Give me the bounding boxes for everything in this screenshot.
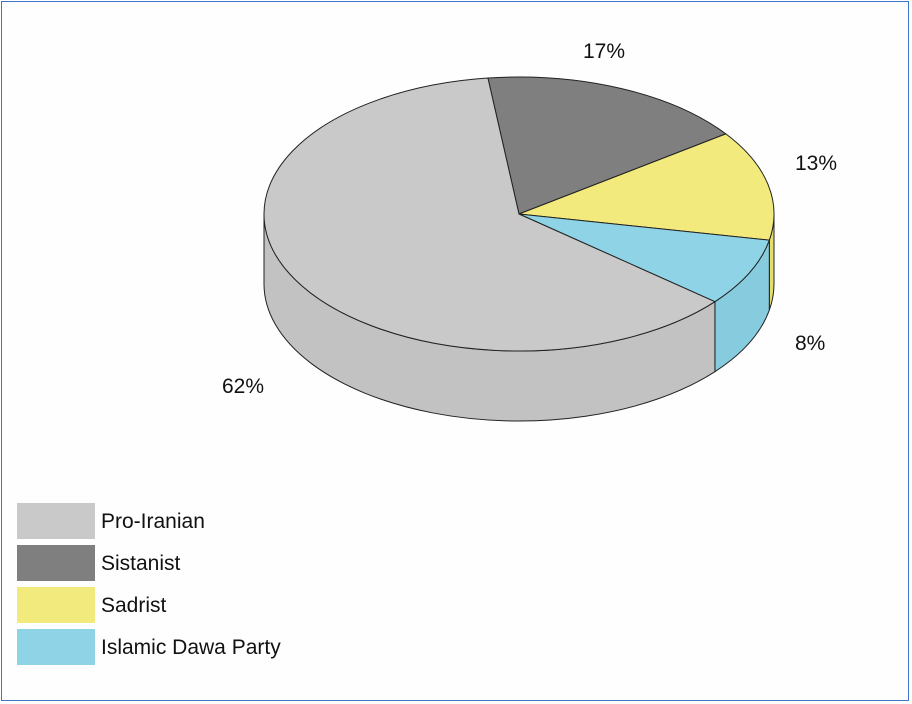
legend-label-sadrist: Sadrist: [101, 594, 167, 617]
legend-swatch-sadrist: [17, 587, 95, 623]
slice-label-sadrist: 13%: [795, 152, 837, 175]
legend-label-pro-iranian: Pro-Iranian: [101, 510, 205, 533]
pie-slice-sistanist: [487, 76, 727, 215]
slice-label-sistanist: 17%: [583, 40, 625, 63]
pie-slice-islamic-dawa-party: [518, 213, 771, 303]
slice-label-islamic-dawa-party: 8%: [795, 332, 825, 355]
legend-swatch-pro-iranian: [17, 503, 95, 539]
slice-label-pro-iranian: 62%: [222, 375, 264, 398]
pie-layer: [263, 76, 775, 422]
pie-slice-sadrist: [518, 133, 775, 241]
legend-swatch-sistanist: [17, 545, 95, 581]
legend-label-sistanist: Sistanist: [101, 552, 181, 575]
pie-slice-pro-iranian: [263, 77, 716, 352]
legend-label-islamic-dawa-party: Islamic Dawa Party: [101, 636, 281, 659]
legend-swatch-islamic-dawa-party: [17, 629, 95, 665]
